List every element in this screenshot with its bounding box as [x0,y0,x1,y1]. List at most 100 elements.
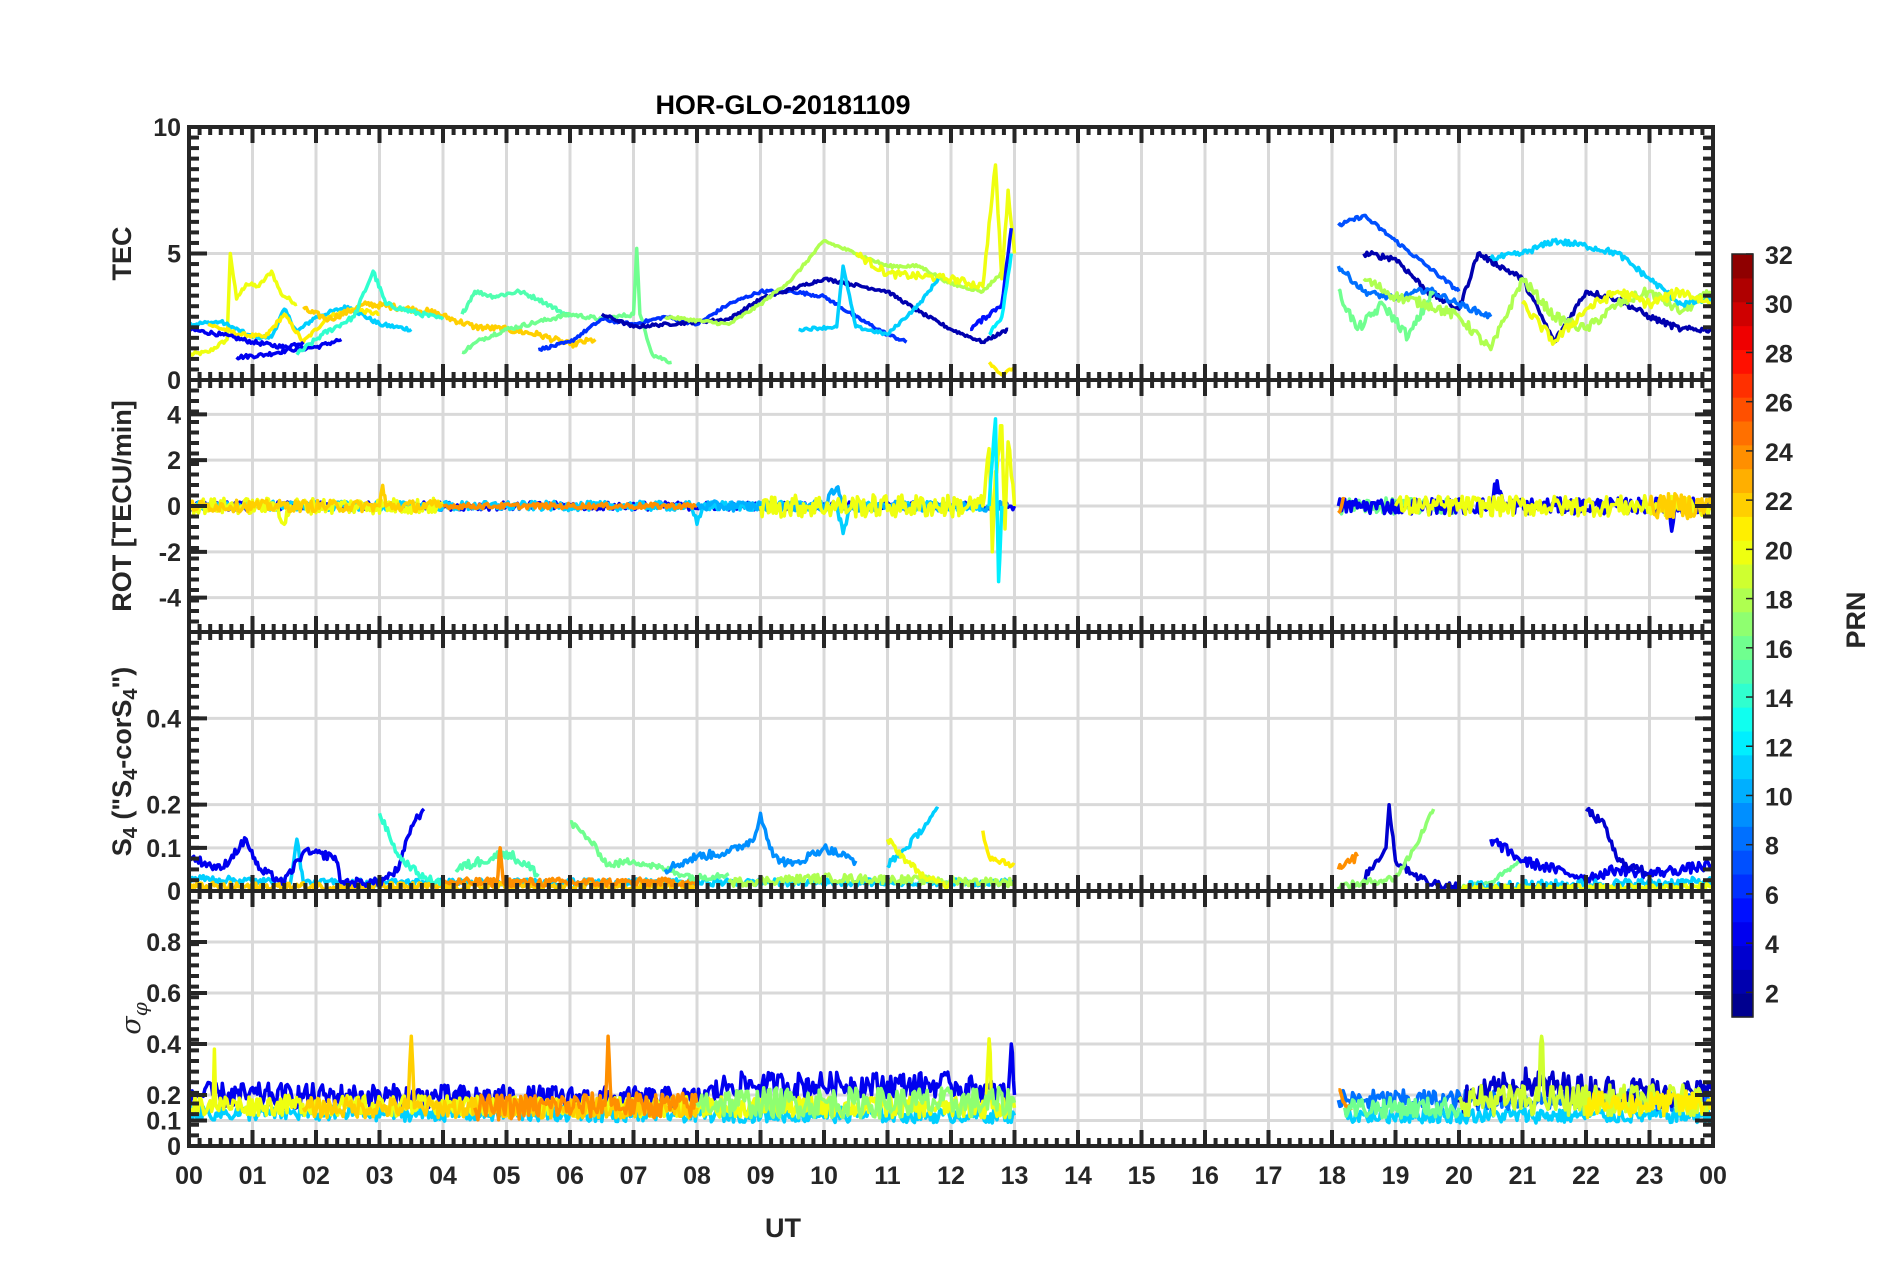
colorbar-bin [1732,540,1753,565]
series-group [189,417,1713,584]
x-tick-label: 19 [1382,1162,1410,1190]
x-axis-label: UT [765,1213,801,1243]
trace-prn-9 [663,811,858,875]
trace-prn-18 [727,872,1016,889]
trace-prn-20 [855,163,1017,290]
trace-prn-14 [295,269,445,356]
trace-prn-4 [235,337,343,361]
colorbar-tick-label: 12 [1765,734,1793,762]
y-axis-label-tec: TEC [107,227,137,281]
x-tick-label: 23 [1636,1162,1664,1190]
y-axis-label-part: 4 [120,768,142,780]
y-tick-label: 5 [167,241,181,269]
x-tick-label: 12 [937,1162,965,1190]
trace-prn-12 [987,417,1004,584]
colorbar-tick-label: 32 [1765,242,1793,270]
y-axis-label-rot: ROT [TECU/min] [107,400,137,611]
trace-prn-16 [1337,288,1436,342]
y-tick-label: 0.1 [146,1108,181,1136]
x-tick-label: 10 [810,1162,838,1190]
x-tick-label: 03 [366,1162,394,1190]
colorbar-bin [1732,659,1753,684]
panel-rot: -4 -2 0 2 4 ROT [TECU/min] [107,378,1715,634]
x-tick-label: 15 [1128,1162,1156,1190]
colorbar-tick-label: 24 [1765,439,1793,467]
x-tick-label: 00 [175,1162,203,1190]
colorbar-bin [1732,397,1753,422]
trace-prn-8 [1336,265,1493,320]
colorbar-bin [1732,969,1753,994]
colorbar-tick-label: 14 [1765,685,1793,713]
colorbar-frame [1731,253,1754,1018]
y-axis-label-part: 4 [120,826,142,838]
trace-prn-24 [473,1034,699,1122]
trace-prn-19 [1457,1034,1713,1118]
colorbar-tick-label: 28 [1765,340,1793,368]
y-axis-label-part: -corS [107,700,137,769]
trace-prn-22 [302,300,597,349]
y-tick-label: 0 [167,878,181,906]
colorbar-bin [1732,850,1753,875]
trace-prn-17 [695,1085,1017,1120]
x-tick-label: 02 [302,1162,330,1190]
y-tick-label: 0.2 [146,792,181,820]
colorbar-bin [1732,873,1753,899]
colorbar-bin [1732,373,1753,398]
colorbar-tick-label: 18 [1765,587,1793,615]
colorbar-bin [1732,516,1753,541]
x-tick-label: 18 [1318,1162,1346,1190]
panel-tec: 0 5 10 TEC [107,114,1715,395]
colorbar-tick-label: 10 [1765,783,1793,811]
x-tick-label: 06 [556,1162,584,1190]
colorbar-bin [1732,993,1753,1018]
colorbar-tick-label: 26 [1765,390,1793,418]
y-axis-label-part: S [107,838,137,856]
colorbar-bin [1732,778,1753,804]
colorbar-bin [1732,945,1753,970]
colorbar-tick-label: 6 [1765,882,1779,910]
y-tick-label: 10 [153,114,181,142]
colorbar-bin [1732,420,1753,446]
trace-prn-15 [460,288,572,318]
x-tick-label: 01 [239,1162,267,1190]
colorbar-bin [1732,277,1753,303]
trace-prn-4 [1489,837,1713,884]
trace-prn-3 [1362,802,1461,891]
colorbar-bin [1732,707,1753,732]
colorbar-tick-label: 22 [1765,488,1793,516]
x-tick-label: 04 [429,1162,457,1190]
colorbar-bin [1732,897,1753,923]
x-tick-label: 17 [1255,1162,1283,1190]
y-axis-label-part: φ [128,1002,152,1016]
colorbar-bin [1732,826,1753,851]
chart-title: HOR-GLO-20181109 [655,90,910,120]
y-tick-label: 0.6 [146,980,181,1008]
trace-prn-24 [442,501,698,511]
y-axis-label-part: ("S [107,780,137,827]
colorbar-tick-label: 30 [1765,291,1793,319]
y-tick-label: -2 [159,539,181,567]
colorbar-bin [1732,254,1753,279]
y-axis-label-part: 4 [120,688,142,700]
trace-prn-24 [1337,496,1346,515]
colorbar-bin [1732,587,1753,613]
y-axis-label-part: σ [116,1015,147,1035]
trace-prn-11 [1489,237,1713,308]
colorbar-bin [1732,754,1753,780]
colorbar-bin [1732,802,1753,827]
y-tick-label: 0.4 [146,1031,181,1059]
trace-prn-6 [537,288,908,352]
y-tick-label: 4 [167,401,181,429]
y-tick-label: 0.1 [146,835,181,863]
trace-prn-12 [988,253,1014,336]
colorbar-tick-label: 4 [1765,931,1779,959]
trace-prn-14 [377,812,444,886]
trace-prn-21 [987,361,1016,377]
colorbar-bin [1732,563,1753,589]
x-tick-label: 11 [874,1162,901,1190]
colorbar-bin [1732,730,1753,756]
x-tick-label: 07 [620,1162,648,1190]
trace-prn-15 [454,848,540,878]
panel-s4: 00.10.20.4S4 ("S4-corS4") [107,630,1715,906]
